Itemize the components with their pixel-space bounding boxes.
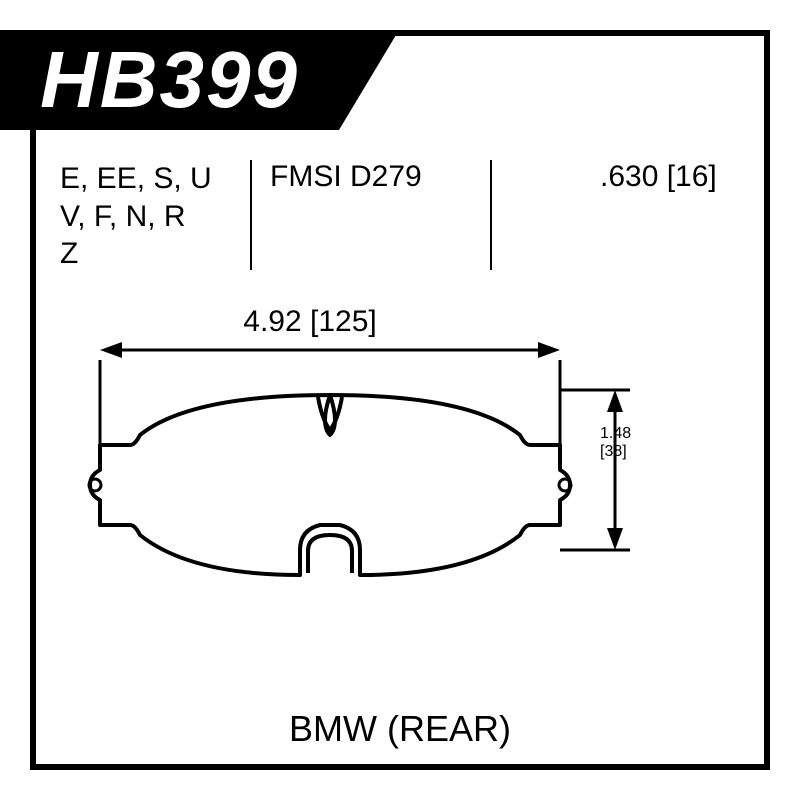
compounds-line: Z [60,235,260,273]
part-number-banner: HB399 [0,30,339,130]
application-label: BMW (REAR) [0,708,800,750]
thickness-column: .630 [16] [600,160,780,194]
compounds-line: E, EE, S, U [60,160,260,198]
height-value-in: 1.48 [600,425,720,443]
height-value-mm: [38] [600,443,720,461]
column-divider [250,160,252,270]
compounds-column: E, EE, S, U V, F, N, R Z [60,160,260,273]
column-divider [490,160,492,270]
thickness-value: .630 [16] [600,160,717,193]
height-dimension-label: 1.48 [38] [600,425,720,460]
pad-diagram: 4.92 [125] 1.48 [38] [60,330,740,630]
fmsi-value: FMSI D279 [270,160,422,193]
specs-row: E, EE, S, U V, F, N, R Z FMSI D279 .630 … [60,160,740,280]
fmsi-column: FMSI D279 [270,160,490,194]
compounds-line: V, F, N, R [60,198,260,236]
height-dimension [60,330,740,630]
part-number: HB399 [40,35,299,124]
